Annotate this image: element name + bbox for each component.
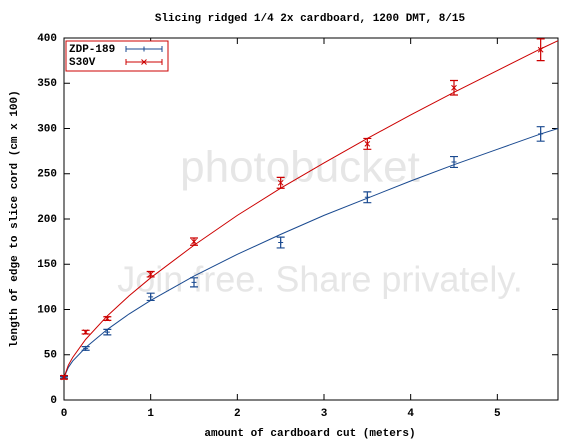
data-point xyxy=(364,194,370,200)
data-point xyxy=(83,345,89,351)
x-tick-label: 4 xyxy=(407,408,414,420)
y-tick-label: 50 xyxy=(44,350,57,362)
data-point xyxy=(538,131,544,137)
y-tick-label: 350 xyxy=(37,78,57,90)
data-point xyxy=(537,46,544,53)
fit-line xyxy=(63,40,559,378)
data-point xyxy=(148,294,154,300)
y-tick-label: 150 xyxy=(37,259,57,271)
legend-label: S30V xyxy=(69,57,96,69)
x-tick-label: 3 xyxy=(321,408,328,420)
x-tick-label: 0 xyxy=(61,408,68,420)
data-point xyxy=(104,329,110,335)
legend-label: ZDP-189 xyxy=(69,44,115,56)
y-tick-label: 250 xyxy=(37,169,57,181)
data-point xyxy=(451,84,457,91)
data-point xyxy=(61,374,67,381)
legend-box xyxy=(65,40,169,72)
legend-swatch xyxy=(125,46,163,52)
data-point xyxy=(277,179,284,186)
data-point xyxy=(191,279,197,285)
data-point xyxy=(278,240,284,246)
x-axis-label: amount of cardboard cut (meters) xyxy=(204,428,415,440)
x-tick-label: 5 xyxy=(494,408,501,420)
data-point xyxy=(451,159,457,165)
data-point xyxy=(191,238,197,245)
y-tick-label: 100 xyxy=(37,304,57,316)
y-tick-label: 0 xyxy=(50,395,57,407)
y-tick-label: 300 xyxy=(37,123,57,135)
data-point xyxy=(364,141,371,147)
data-point xyxy=(147,271,154,278)
fit-line xyxy=(63,128,559,378)
x-tick-label: 2 xyxy=(234,408,241,420)
y-tick-label: 400 xyxy=(37,33,57,45)
y-tick-label: 200 xyxy=(37,214,57,226)
data-point xyxy=(82,329,89,335)
chart-title: Slicing ridged 1/4 2x cardboard, 1200 DM… xyxy=(155,13,466,25)
data-point xyxy=(104,315,111,322)
legend-swatch xyxy=(125,59,163,65)
watermark-logo: photobucket xyxy=(180,143,420,192)
x-tick-label: 1 xyxy=(147,408,154,420)
plot-frame xyxy=(63,37,559,401)
watermark-tagline: Join free. Share privately. xyxy=(117,259,523,300)
y-axis-label: length of edge to slice cord (cm x 100) xyxy=(9,90,21,347)
